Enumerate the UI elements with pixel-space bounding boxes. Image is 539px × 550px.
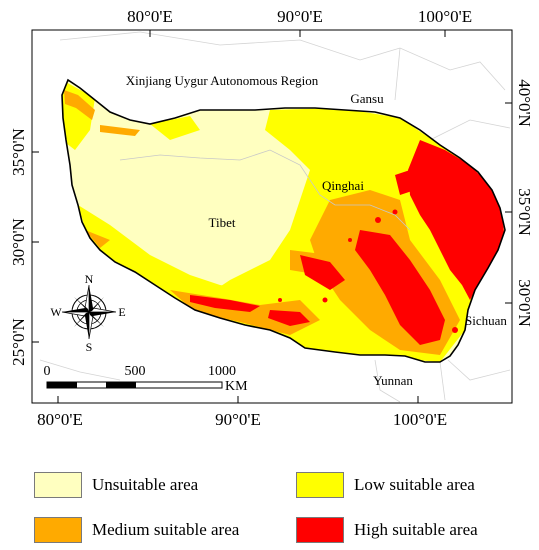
- compass-east-label: E: [118, 305, 125, 319]
- high-suitable-speckles: [278, 209, 458, 333]
- left-tick-label: 35°0'N: [9, 128, 28, 176]
- legend-label: Medium suitable area: [92, 520, 240, 539]
- bottom-tick-label: 80°0'E: [37, 410, 83, 429]
- province-borders: [39, 31, 511, 403]
- legend-label: Unsuitable area: [92, 475, 199, 494]
- right-tick-label: 40°0'N: [515, 79, 534, 127]
- scale-label-500: 500: [125, 364, 146, 379]
- right-tick-label: 30°0'N: [515, 279, 534, 327]
- compass-south-label: S: [86, 340, 93, 354]
- compass-north-label: N: [85, 272, 94, 286]
- bottom-tick-label: 100°0'E: [393, 410, 447, 429]
- scale-label-0: 0: [44, 364, 51, 379]
- legend-item-medium: Medium suitable area: [34, 517, 239, 543]
- bottom-tick-label: 90°0'E: [215, 410, 261, 429]
- legend-label: High suitable area: [354, 520, 478, 539]
- region-label-xinjiang: Xinjiang Uygur Autonomous Region: [126, 73, 319, 88]
- legend-item-unsuitable: Unsuitable area: [34, 472, 198, 498]
- compass-west-label: W: [50, 305, 62, 319]
- legend-item-low: Low suitable area: [296, 472, 475, 498]
- top-tick-label: 100°0'E: [418, 7, 472, 26]
- frame-ticks: [32, 30, 512, 403]
- top-tick-label: 90°0'E: [277, 7, 323, 26]
- region-label-sichuan: Sichuan: [465, 313, 507, 328]
- top-tick-label: 80°0'E: [127, 7, 173, 26]
- legend-label: Low suitable area: [354, 475, 475, 494]
- scale-label-1000: 1000: [208, 364, 236, 379]
- legend-swatch: [34, 472, 82, 498]
- map-figure: 80°0'E 90°0'E 100°0'E 80°0'E 90°0'E 100°…: [9, 7, 534, 429]
- compass-rose-icon: [61, 284, 117, 340]
- left-tick-label: 30°0'N: [9, 218, 28, 266]
- legend-swatch: [296, 472, 344, 498]
- tibet-qinghai-border: [119, 149, 411, 231]
- legend-item-high: High suitable area: [296, 517, 478, 543]
- high-suitable-zone: [190, 140, 505, 345]
- scale-unit-label: KM: [225, 379, 248, 394]
- plateau-border: [61, 78, 506, 363]
- region-label-qinghai: Qinghai: [322, 178, 364, 193]
- region-label-gansu: Gansu: [350, 91, 384, 106]
- region-label-yunnan: Yunnan: [373, 373, 413, 388]
- scale-bar: [46, 381, 223, 389]
- region-label-tibet: Tibet: [209, 215, 236, 230]
- legend-swatch: [296, 517, 344, 543]
- right-tick-label: 35°0'N: [515, 188, 534, 236]
- left-tick-label: 25°0'N: [9, 318, 28, 366]
- legend-swatch: [34, 517, 82, 543]
